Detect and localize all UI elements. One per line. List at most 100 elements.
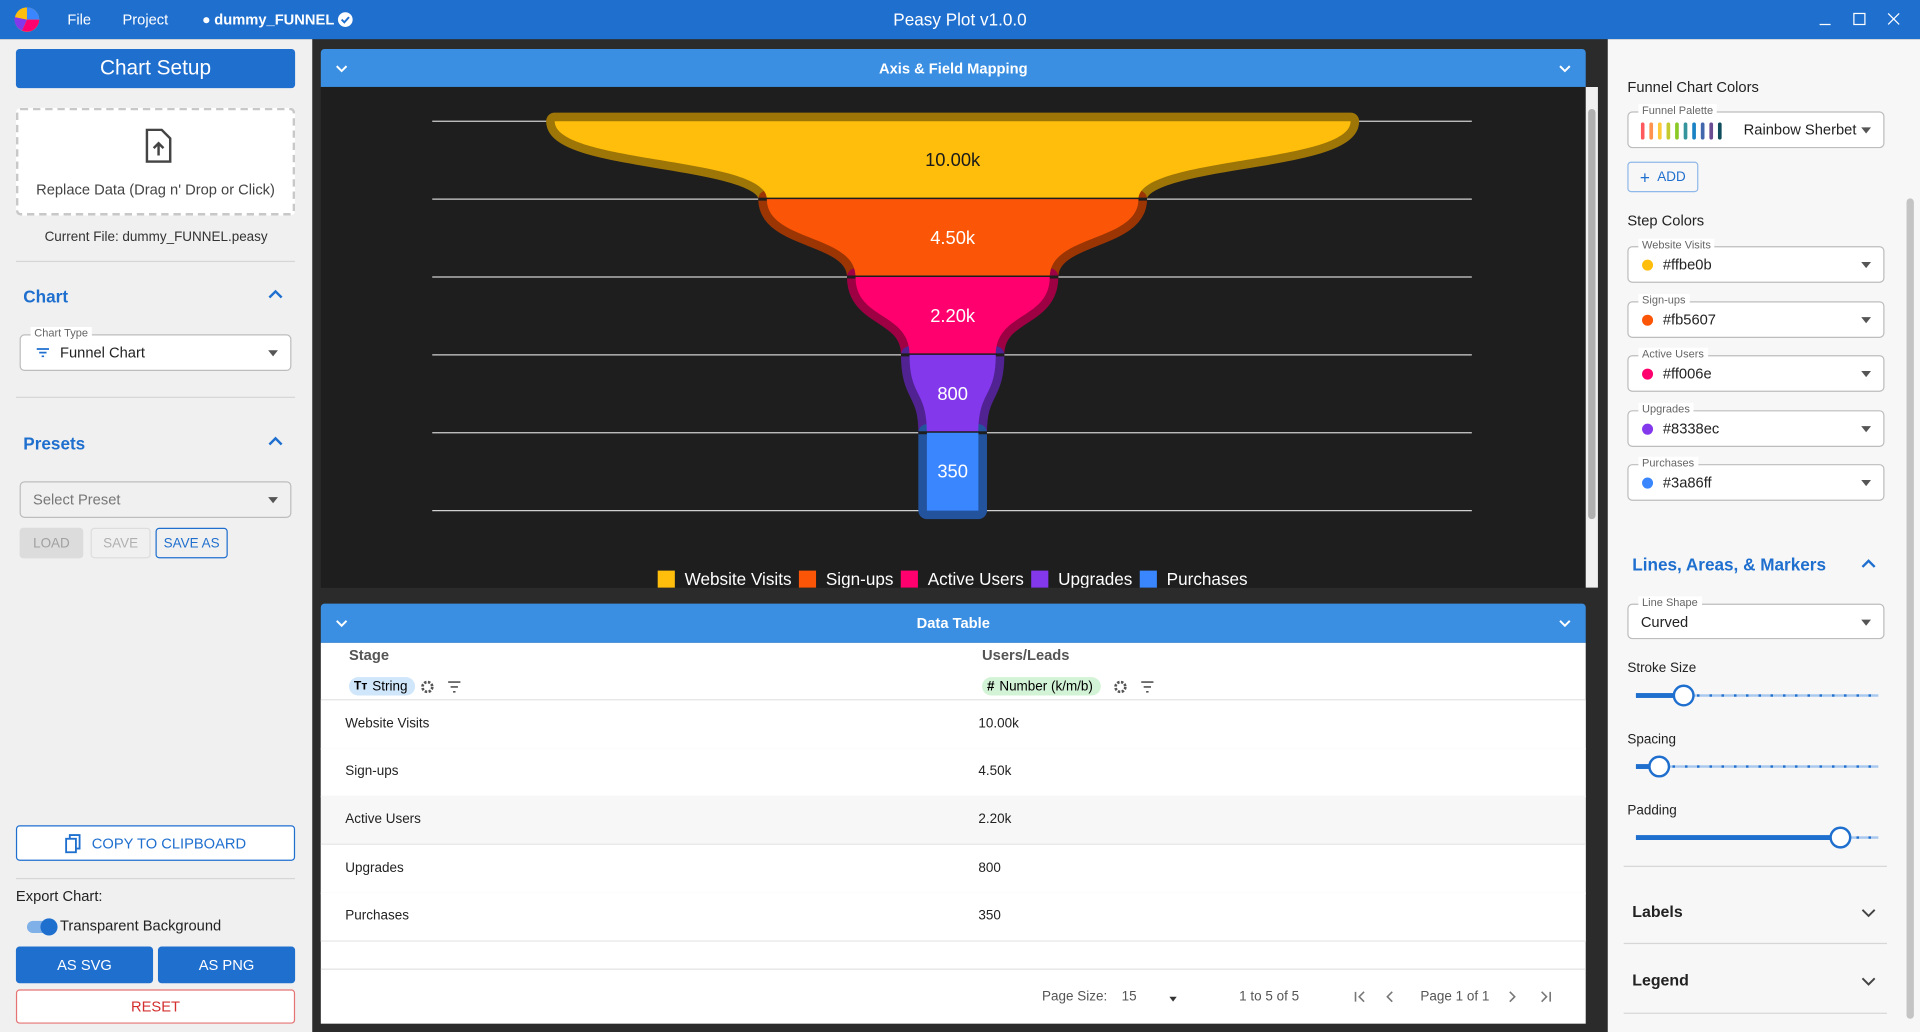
type-chip[interactable]: # Number (k/m/b) — [982, 677, 1101, 696]
png-button[interactable]: AS PNG — [157, 946, 296, 984]
scrollbar[interactable] — [1906, 198, 1914, 1019]
line-shape-select[interactable]: Line Shape Curved — [1627, 596, 1885, 640]
toggle[interactable] — [26, 918, 58, 936]
field-value: #3a86ff — [1662, 473, 1712, 492]
data-label: 350 — [937, 461, 968, 482]
slider[interactable] — [1635, 826, 1879, 849]
step-color-select[interactable]: Upgrades #8338ec — [1627, 402, 1885, 447]
color-dot — [1642, 423, 1654, 435]
step-color-select[interactable]: Purchases #3a86ff — [1627, 456, 1885, 501]
column-tools[interactable] — [420, 678, 464, 695]
table-row[interactable]: Website Visits 10.00k — [320, 700, 1586, 750]
add-button[interactable]: + ADD — [1627, 161, 1699, 193]
dropzone[interactable]: Replace Data (Drag n' Drop or Click) — [15, 107, 296, 216]
preset-select[interactable]: Select Preset — [19, 481, 292, 518]
menu-project[interactable]: Project — [122, 11, 169, 29]
divider — [15, 396, 296, 398]
data-label: 10.00k — [925, 149, 981, 170]
divider — [15, 877, 296, 880]
pager-next[interactable] — [1504, 989, 1553, 1004]
header-text: Data Table — [916, 614, 990, 632]
save-button[interactable]: SAVE — [90, 527, 151, 559]
column-tools[interactable] — [1113, 678, 1157, 695]
field-label: Active Users — [1638, 347, 1708, 360]
legend-label: Upgrades — [1058, 569, 1132, 588]
save-as-button[interactable]: SAVE AS — [155, 527, 228, 559]
palette-select[interactable]: Funnel Palette Rainbow Sherbet — [1627, 104, 1885, 149]
chart-type-select[interactable]: Chart Type Funnel Chart — [19, 326, 292, 372]
funnel-icon — [36, 348, 49, 358]
legend-swatch — [900, 570, 918, 588]
chart-setup-button[interactable]: Chart Setup — [15, 48, 296, 89]
cell: 10.00k — [978, 716, 1019, 732]
expand-icons[interactable] — [1861, 907, 1876, 993]
unsaved-dot — [203, 17, 210, 24]
color-dot — [1642, 259, 1654, 271]
step-color-select[interactable]: Active Users #ff006e — [1627, 347, 1885, 392]
collapse-icon[interactable] — [268, 289, 283, 301]
step-color-select[interactable]: Website Visits #ffbe0b — [1627, 238, 1885, 283]
chart-section[interactable]: Chart — [23, 286, 69, 307]
table-header[interactable]: Data Table — [320, 603, 1586, 643]
page-size[interactable]: 15 — [1121, 989, 1137, 1005]
field-label: Purchases — [1638, 456, 1698, 469]
slider-fill — [1635, 693, 1683, 698]
page-size-caret[interactable] — [1169, 996, 1177, 1002]
copy-button[interactable]: COPY TO CLIPBOARD — [15, 825, 296, 861]
cell: 4.50k — [978, 764, 1012, 780]
collapse-icon[interactable] — [268, 436, 283, 448]
window-controls[interactable] — [1812, 10, 1910, 30]
caret — [1861, 425, 1872, 432]
slider-knob — [1829, 826, 1852, 849]
table-row[interactable]: Active Users 2.20k — [320, 796, 1586, 846]
reset-button[interactable]: RESET — [15, 989, 296, 1024]
color-dot — [1642, 477, 1654, 489]
table-row[interactable]: Upgrades 800 — [320, 844, 1586, 894]
page-indicator: Page 1 of 1 — [1420, 989, 1490, 1005]
app-title: Peasy Plot v1.0.0 — [893, 9, 1027, 30]
step-color-select[interactable]: Sign-ups #fb5607 — [1627, 293, 1885, 338]
slider[interactable] — [1635, 755, 1879, 778]
slider[interactable] — [1635, 684, 1879, 707]
cell: Upgrades — [345, 860, 404, 876]
column-header[interactable]: Stage — [348, 646, 390, 664]
file-name: dummy_FUNNEL — [214, 11, 335, 29]
caret — [1861, 262, 1872, 269]
field-label: Line Shape — [1638, 596, 1702, 609]
collapse-icon[interactable] — [1861, 558, 1876, 570]
divider — [320, 968, 1586, 970]
legend-swatch — [1031, 570, 1049, 588]
legend-label: Sign-ups — [826, 569, 894, 588]
load-button[interactable]: LOAD — [19, 527, 84, 559]
table-row[interactable]: Sign-ups 4.50k — [320, 748, 1586, 798]
copy-text: COPY TO CLIPBOARD — [91, 834, 247, 852]
legend-swatch — [798, 570, 817, 588]
field-value: Curved — [1640, 612, 1689, 630]
cell: Sign-ups — [345, 764, 399, 780]
type-chip[interactable]: Tт String — [348, 677, 415, 696]
presets-section[interactable]: Presets — [23, 433, 86, 454]
mapping-header[interactable]: Axis & Field Mapping — [320, 48, 1586, 87]
field-value: #8338ec — [1662, 419, 1720, 437]
palette-swatch — [1640, 122, 1722, 140]
data-label: 2.20k — [930, 305, 976, 326]
cell: Website Visits — [345, 716, 430, 732]
legend-swatch — [657, 570, 675, 588]
scroll-thumb[interactable] — [1588, 108, 1596, 520]
svg-button[interactable]: AS SVG — [15, 946, 154, 984]
data-label: 800 — [937, 383, 968, 404]
pager-prev[interactable] — [1352, 989, 1401, 1004]
button-text: ADD — [1657, 169, 1686, 185]
toggle-label: Transparent Background — [60, 917, 222, 935]
upload-icon — [145, 128, 172, 163]
caret — [1861, 480, 1872, 487]
divider — [1623, 865, 1887, 867]
lines-section[interactable]: Lines, Areas, & Markers — [1632, 554, 1827, 575]
column-header[interactable]: Users/Leads — [982, 646, 1070, 664]
labels-section[interactable]: Labels — [1632, 902, 1683, 921]
legend-section[interactable]: Legend — [1632, 971, 1689, 990]
menu-file[interactable]: File — [67, 11, 92, 29]
table-row[interactable]: Purchases 350 — [320, 892, 1586, 942]
row-range: 1 to 5 of 5 — [1239, 989, 1300, 1005]
